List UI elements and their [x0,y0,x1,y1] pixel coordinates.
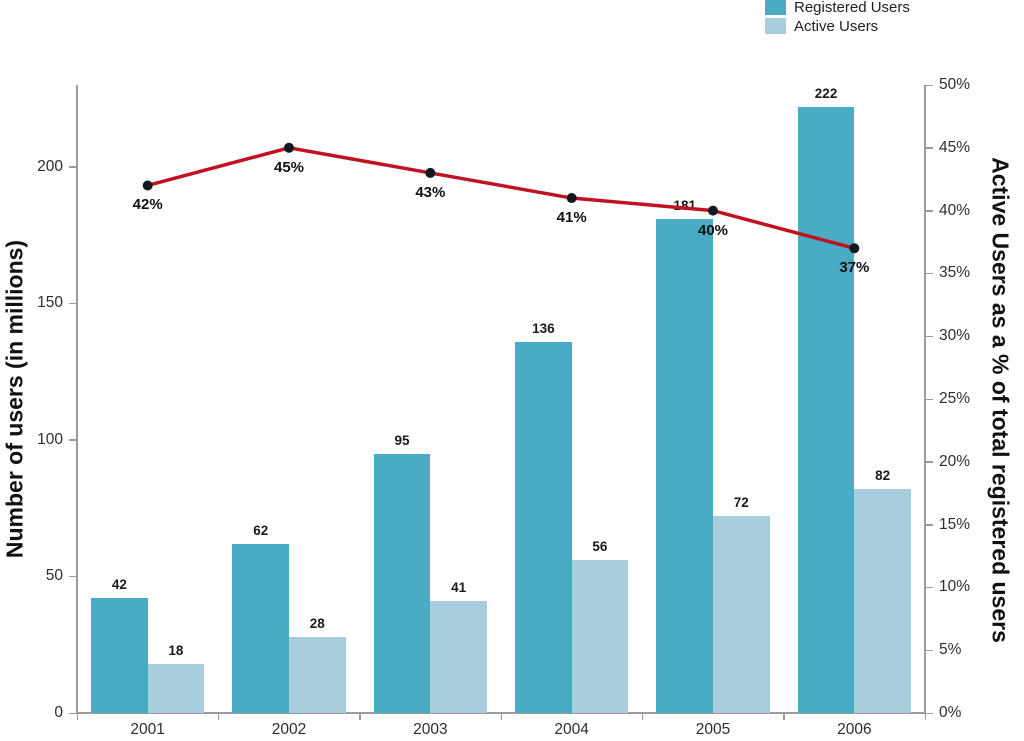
bar-registered-users-2004 [515,341,572,713]
bar-value-label: 56 [592,539,608,555]
active-users-swatch [765,18,786,34]
bar-active-users-2006 [854,489,911,713]
bar-value-label: 42 [111,577,127,593]
bar-active-users-2003 [430,601,487,713]
right-axis-title: Active Users as a % of total registered … [987,157,1014,643]
left-axis-line [76,85,78,713]
bar-registered-users-2001 [91,598,148,713]
left-axis-tick [69,166,77,168]
x-axis-category-label: 2002 [271,721,307,738]
bar-value-label: 18 [168,642,184,658]
right-axis-tick [925,398,933,400]
line-marker [425,167,436,178]
left-axis-tick [69,439,77,441]
right-axis-tick [925,84,933,86]
line-marker [708,205,718,216]
line-marker [142,180,153,191]
right-axis-tick [925,210,933,212]
right-axis-tick [925,461,933,463]
bar-value-label: 181 [673,197,696,213]
legend-label-active-users: Active Users [794,17,879,35]
line-marker [566,193,577,204]
bar-value-label: 82 [875,468,891,484]
bar-value-label: 72 [733,495,749,511]
right-axis-tick-label: 25% [939,390,971,407]
bar-value-label: 222 [814,85,838,101]
x-axis-category-label: 2004 [554,721,589,738]
right-axis-tick [925,524,933,526]
x-axis-tick [924,713,926,720]
line-point-label: 37% [839,259,870,277]
registered-users-swatch [765,0,786,15]
line-marker [284,142,294,153]
x-axis-tick [641,713,644,720]
left-axis-tick-label: 200 [37,157,63,175]
left-axis-tick-label: 150 [37,294,63,312]
bar-registered-users-2006 [797,106,855,713]
left-axis-tick [69,575,77,578]
right-axis-tick [925,649,933,652]
legend-label-registered-users: Registered Users [794,0,910,16]
right-axis-tick-label: 0% [939,704,962,721]
line-point-label: 41% [556,209,587,227]
right-axis-tick [925,147,933,149]
left-axis-tick [69,302,77,305]
bar-value-label: 28 [309,615,325,631]
x-axis-category-label: 2001 [130,721,165,738]
left-axis-tick-label: 100 [37,430,63,448]
right-axis-tick-label: 35% [939,264,971,282]
line-point-label: 42% [132,196,163,214]
right-axis-tick [925,712,933,714]
bar-active-users-2002 [289,636,346,713]
left-axis-tick-label: 0 [54,704,63,721]
right-axis-tick-label: 40% [939,201,971,219]
bar-value-label: 95 [394,432,410,448]
bar-value-label: 136 [532,320,555,336]
right-axis-tick-label: 30% [939,327,971,345]
bar-registered-users-2005 [656,218,713,713]
right-axis-tick-label: 15% [939,515,971,533]
line-point-label: 45% [273,158,305,176]
right-axis-tick [925,335,933,338]
bar-active-users-2004 [571,560,629,713]
x-axis-tick [500,713,502,720]
left-axis-tick-label: 50 [45,567,63,585]
line-point-label: 43% [415,183,446,201]
line-point-label: 40% [697,221,729,239]
x-axis-tick [359,713,361,720]
right-axis-tick-label: 50% [939,76,971,93]
right-axis-tick-label: 20% [939,452,971,470]
right-axis-tick-label: 10% [939,578,971,596]
line-path [147,146,855,250]
bar-value-label: 62 [253,522,269,538]
right-axis-tick-label: 45% [939,138,971,156]
legend: Registered Users Active Users [765,0,910,36]
bar-registered-users-2002 [232,543,289,713]
left-axis-tick [69,712,77,714]
x-axis-tick [76,713,78,720]
x-axis-tick [217,713,220,720]
bar-active-users-2005 [713,516,770,713]
x-axis-tick [783,713,785,720]
x-axis-category-label: 2006 [837,721,872,738]
left-axis-title: Number of users (in millions) [1,239,28,559]
bar-registered-users-2003 [373,453,431,713]
right-axis-tick [925,586,933,589]
x-axis-category-label: 2003 [413,721,448,738]
bar-value-label: 41 [451,580,467,596]
legend-item-registered-users: Registered Users [765,0,910,16]
legend-item-active-users: Active Users [765,17,910,35]
right-axis-tick-label: 5% [939,641,962,659]
right-axis-tick [925,272,933,275]
bar-active-users-2001 [147,663,205,713]
x-axis-category-label: 2005 [695,721,731,738]
